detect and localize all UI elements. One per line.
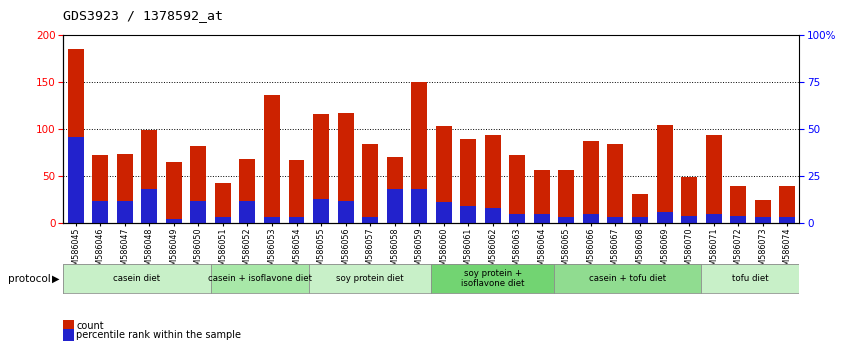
FancyBboxPatch shape xyxy=(63,264,799,294)
Bar xyxy=(779,217,795,223)
Bar xyxy=(411,189,427,223)
Bar xyxy=(632,217,648,223)
Bar xyxy=(239,200,255,223)
Bar xyxy=(387,189,403,223)
Bar xyxy=(436,126,452,223)
Bar xyxy=(755,217,771,223)
Bar xyxy=(607,144,624,223)
Bar xyxy=(239,159,255,223)
Text: ▶: ▶ xyxy=(52,274,60,284)
Bar xyxy=(190,146,206,223)
Bar xyxy=(92,200,108,223)
Bar xyxy=(387,157,403,223)
Bar xyxy=(583,141,599,223)
Bar xyxy=(730,216,746,223)
Bar xyxy=(288,217,305,223)
Bar xyxy=(509,214,525,223)
FancyBboxPatch shape xyxy=(701,264,799,293)
Bar xyxy=(558,217,574,223)
Bar xyxy=(92,155,108,223)
Bar xyxy=(215,183,231,223)
Bar xyxy=(215,217,231,223)
Bar xyxy=(117,200,133,223)
Text: GDS3923 / 1378592_at: GDS3923 / 1378592_at xyxy=(63,9,223,22)
Text: casein + isoflavone diet: casein + isoflavone diet xyxy=(208,274,311,283)
Text: soy protein +
isoflavone diet: soy protein + isoflavone diet xyxy=(461,269,525,289)
Bar xyxy=(338,113,354,223)
Text: protocol: protocol xyxy=(8,274,52,284)
Bar xyxy=(681,177,697,223)
Bar xyxy=(68,137,84,223)
Bar xyxy=(534,214,550,223)
Text: casein + tofu diet: casein + tofu diet xyxy=(589,274,667,283)
Bar xyxy=(460,139,476,223)
Bar xyxy=(313,199,329,223)
Bar xyxy=(779,187,795,223)
Bar xyxy=(141,189,157,223)
Bar xyxy=(632,194,648,223)
Text: percentile rank within the sample: percentile rank within the sample xyxy=(76,330,241,340)
Bar xyxy=(141,130,157,223)
Bar xyxy=(558,170,574,223)
Bar xyxy=(264,217,280,223)
Bar xyxy=(485,135,501,223)
FancyBboxPatch shape xyxy=(431,264,554,293)
FancyBboxPatch shape xyxy=(211,264,309,293)
Bar xyxy=(656,212,673,223)
Bar xyxy=(534,170,550,223)
Bar xyxy=(755,200,771,223)
Bar xyxy=(706,135,722,223)
Bar xyxy=(166,219,182,223)
Bar xyxy=(485,208,501,223)
Text: casein diet: casein diet xyxy=(113,274,161,283)
Text: soy protein diet: soy protein diet xyxy=(337,274,404,283)
Bar xyxy=(338,200,354,223)
FancyBboxPatch shape xyxy=(309,264,431,293)
Bar xyxy=(583,214,599,223)
Bar xyxy=(460,206,476,223)
Bar xyxy=(362,217,378,223)
Bar xyxy=(509,155,525,223)
Bar xyxy=(190,200,206,223)
Bar xyxy=(706,214,722,223)
Bar xyxy=(411,82,427,223)
Bar xyxy=(288,160,305,223)
Bar xyxy=(68,50,84,223)
Bar xyxy=(681,216,697,223)
Text: count: count xyxy=(76,321,104,331)
Bar xyxy=(117,154,133,223)
Bar xyxy=(264,95,280,223)
Bar xyxy=(166,162,182,223)
FancyBboxPatch shape xyxy=(63,264,211,293)
Bar xyxy=(730,187,746,223)
Bar xyxy=(313,114,329,223)
Bar xyxy=(656,125,673,223)
Bar xyxy=(607,217,624,223)
Text: tofu diet: tofu diet xyxy=(732,274,769,283)
Bar xyxy=(436,202,452,223)
FancyBboxPatch shape xyxy=(554,264,701,293)
Bar xyxy=(362,144,378,223)
